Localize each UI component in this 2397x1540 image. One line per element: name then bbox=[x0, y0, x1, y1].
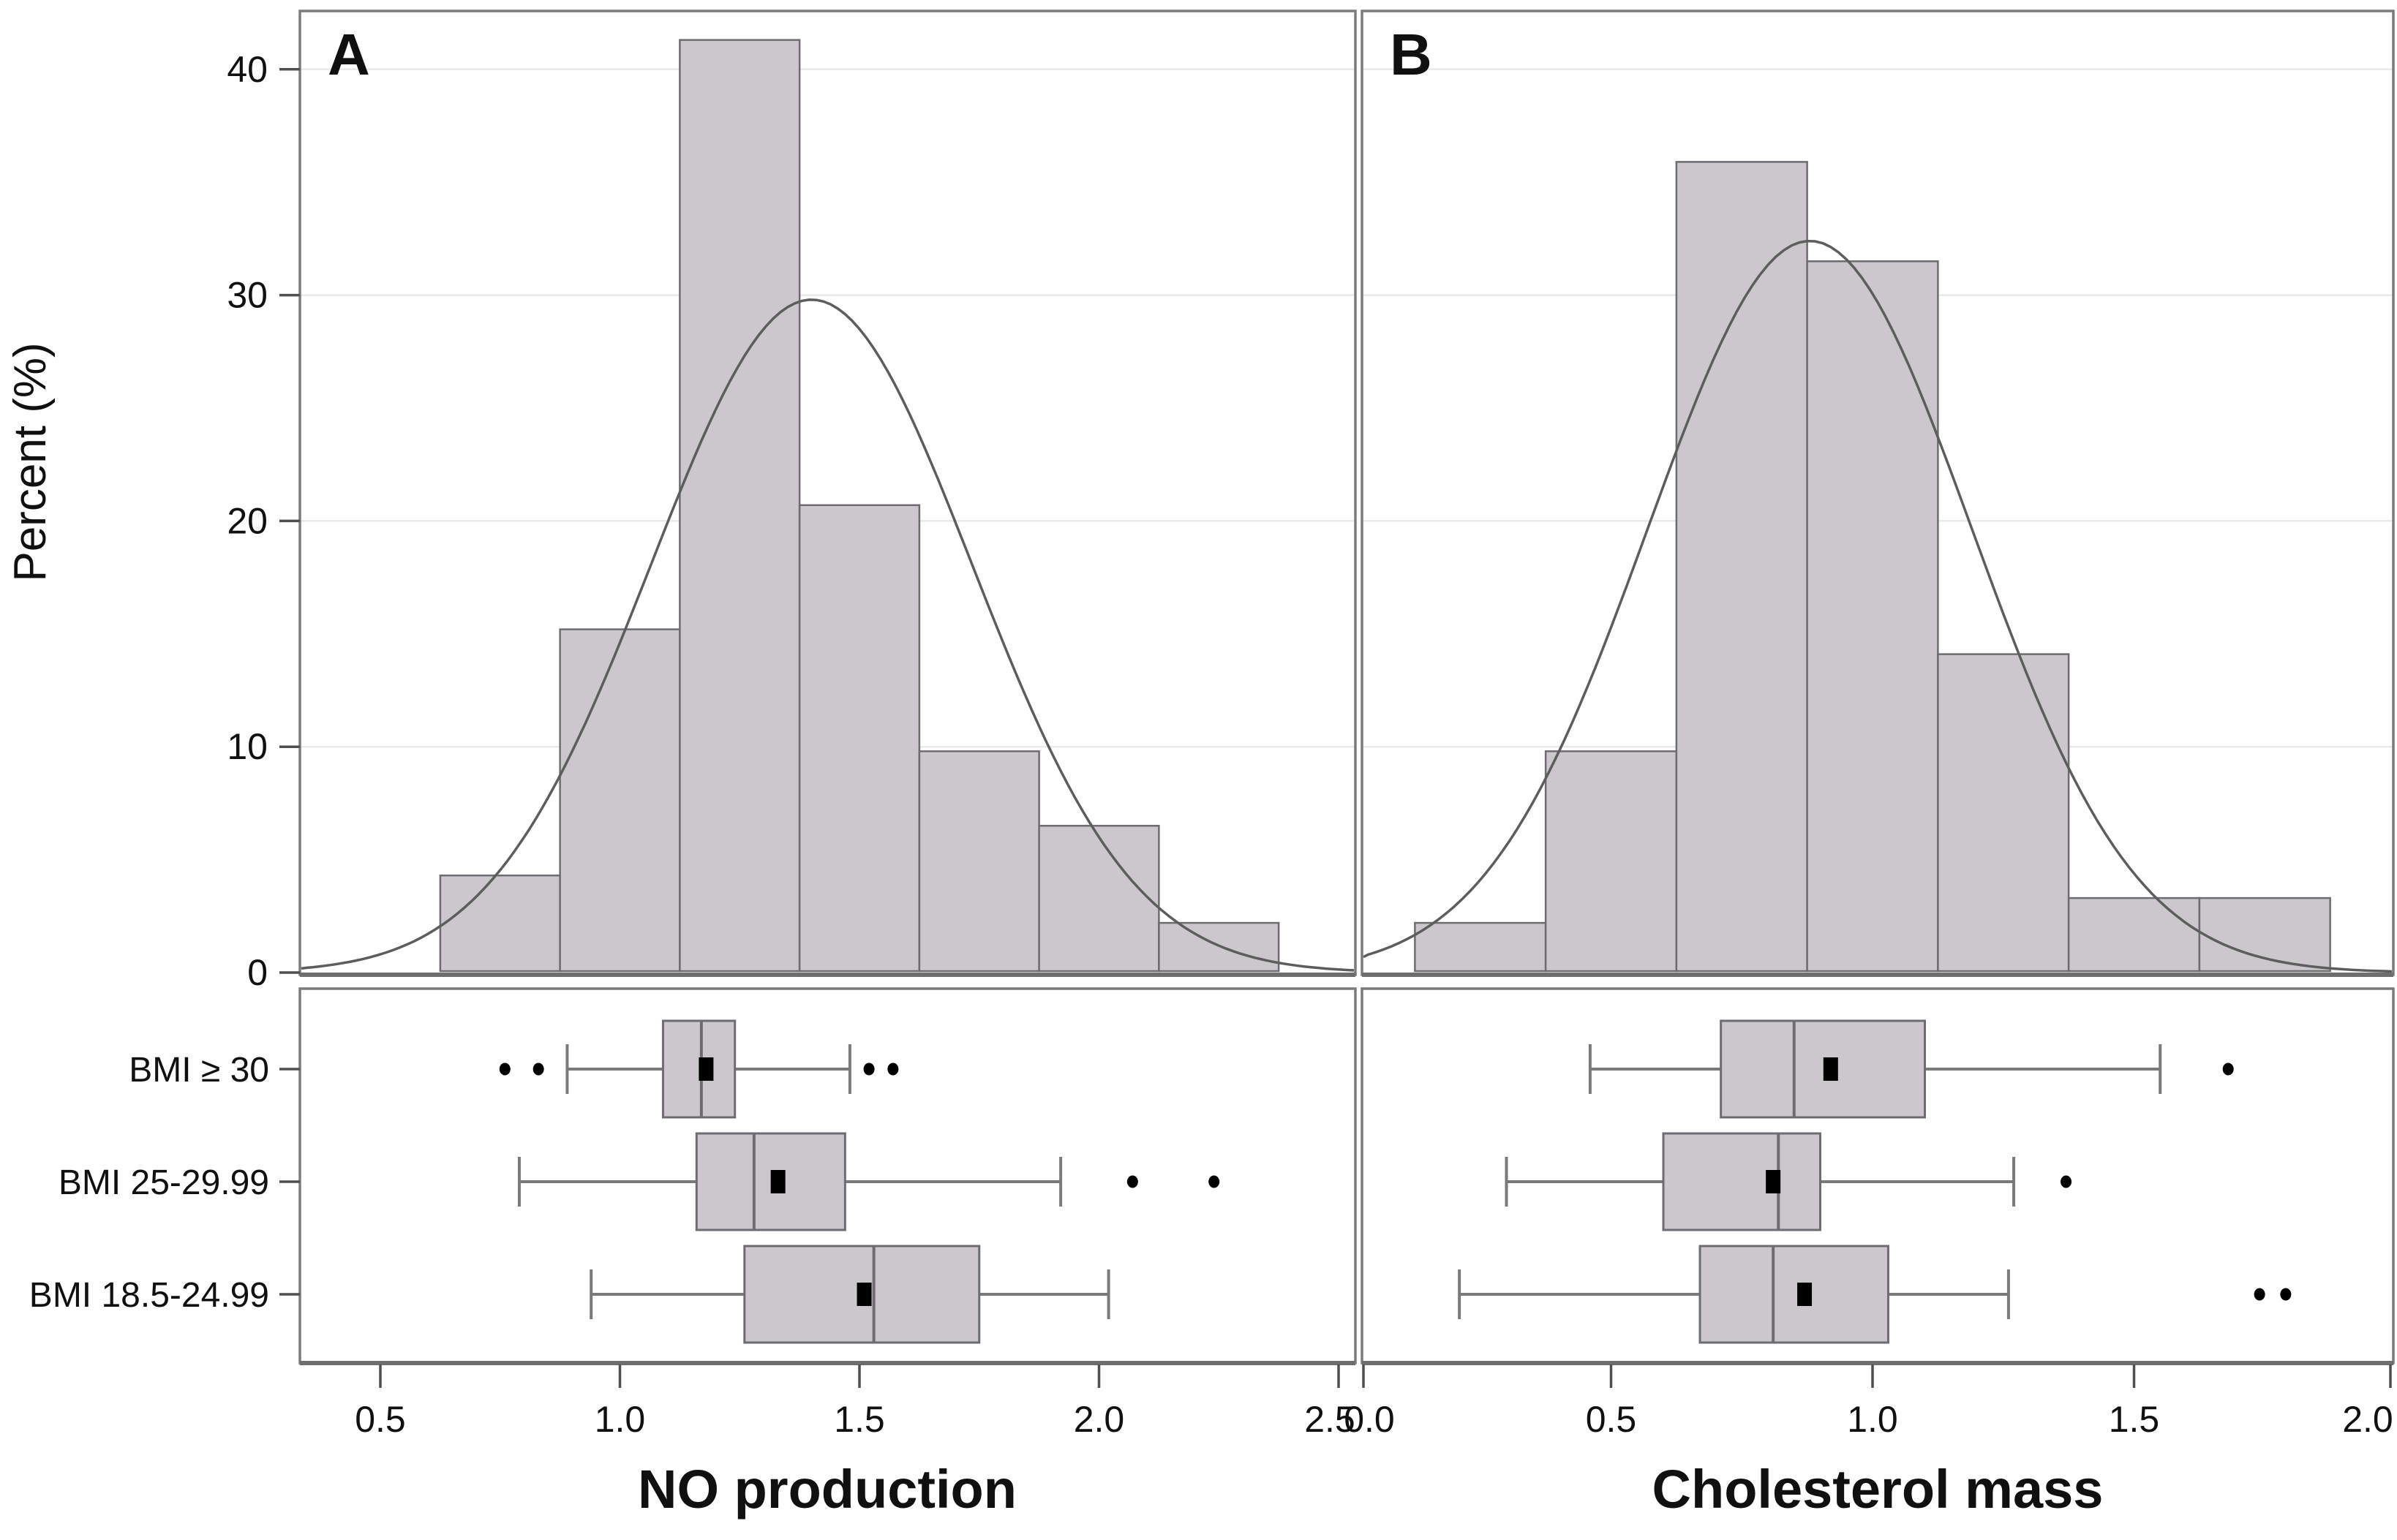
panel-letter-b: B bbox=[1390, 22, 1432, 87]
y-tick-label: 30 bbox=[227, 275, 268, 316]
histogram-bar bbox=[1675, 161, 1808, 973]
x-axis-a: 0.5 1.0 1.5 2.0 2.5 NO production bbox=[355, 1365, 1355, 1520]
y-tick-label: 10 bbox=[227, 726, 268, 767]
group-label: BMI 18.5-24.99 bbox=[29, 1276, 269, 1315]
group-label: BMI 25-29.99 bbox=[59, 1163, 269, 1202]
histogram-bar bbox=[439, 874, 561, 973]
box bbox=[1662, 1132, 1821, 1231]
x-tick-label: 0.0 bbox=[1344, 1399, 1395, 1440]
mean-marker bbox=[699, 1057, 714, 1081]
boxplot-row bbox=[590, 1245, 1110, 1344]
outlier-dot bbox=[499, 1062, 511, 1076]
boxplot-panel-b bbox=[1361, 987, 2395, 1365]
mean-marker bbox=[857, 1283, 872, 1306]
boxplot-row bbox=[1505, 1132, 2072, 1231]
outlier-dot bbox=[2061, 1175, 2072, 1188]
histogram-panel-a: A bbox=[298, 10, 1357, 977]
x-axis-title-a: NO production bbox=[638, 1459, 1017, 1520]
normal-curve bbox=[301, 298, 1355, 972]
boxplot-panel-a bbox=[298, 987, 1357, 1365]
outlier-dot bbox=[1208, 1175, 1220, 1188]
histogram-bar bbox=[918, 750, 1040, 973]
boxplot-row bbox=[499, 1019, 899, 1119]
outlier-dot bbox=[1126, 1175, 1138, 1188]
histogram-bar bbox=[2067, 897, 2201, 973]
histogram-bar bbox=[1544, 750, 1678, 973]
mean-marker bbox=[1766, 1170, 1781, 1193]
group-label: BMI ≥ 30 bbox=[129, 1051, 269, 1090]
box bbox=[1720, 1019, 1926, 1119]
panel-letter-a: A bbox=[328, 22, 370, 87]
x-tick-label: 2.5 bbox=[1304, 1399, 1355, 1440]
y-axis-title: Percent (%) bbox=[5, 342, 56, 581]
boxplot-row bbox=[1458, 1245, 2292, 1344]
outlier-dot bbox=[2254, 1288, 2265, 1301]
histogram-bar bbox=[1937, 653, 2070, 973]
x-tick-label: 1.5 bbox=[2109, 1399, 2160, 1440]
mean-marker bbox=[1797, 1283, 1813, 1306]
histogram-bar bbox=[1806, 260, 1939, 973]
outlier-dot bbox=[2280, 1288, 2292, 1301]
outlier-dot bbox=[887, 1062, 899, 1076]
x-tick-label: 2.0 bbox=[1074, 1399, 1125, 1440]
x-axis-b: 0.0 0.5 1.0 1.5 2.0 Cholesterol mass bbox=[1344, 1365, 2393, 1520]
x-tick-label: 1.0 bbox=[1847, 1399, 1898, 1440]
histogram-panel-b: B bbox=[1361, 10, 2395, 977]
group-axis: BMI ≥ 30 BMI 25-29.99 BMI 18.5-24.99 bbox=[29, 1051, 300, 1315]
x-tick-label: 0.5 bbox=[355, 1399, 406, 1440]
outlier-dot bbox=[2222, 1062, 2234, 1076]
histogram-bar bbox=[2198, 897, 2331, 973]
x-tick-label: 1.0 bbox=[595, 1399, 646, 1440]
x-tick-label: 2.0 bbox=[2342, 1399, 2393, 1440]
boxplot-row bbox=[1588, 1019, 2234, 1119]
x-tick-label: 0.5 bbox=[1586, 1399, 1637, 1440]
box bbox=[1698, 1245, 1889, 1344]
x-axis-title-b: Cholesterol mass bbox=[1652, 1459, 2104, 1520]
y-tick-label: 0 bbox=[247, 952, 268, 993]
mean-marker bbox=[1823, 1057, 1838, 1081]
outlier-dot bbox=[863, 1062, 875, 1076]
boxplot-row bbox=[517, 1132, 1220, 1231]
outlier-dot bbox=[533, 1062, 544, 1076]
y-tick-label: 20 bbox=[227, 500, 268, 541]
y-tick-label: 40 bbox=[227, 49, 268, 90]
histogram-bar bbox=[1038, 825, 1160, 973]
histogram-bar bbox=[679, 39, 801, 973]
mean-marker bbox=[770, 1170, 786, 1193]
histogram-bar bbox=[559, 628, 681, 973]
histogram-bar bbox=[798, 504, 921, 973]
normal-curve bbox=[1363, 239, 2393, 973]
histogram-bar bbox=[1414, 921, 1547, 973]
x-tick-label: 1.5 bbox=[834, 1399, 885, 1440]
y-axis: 0 10 20 30 40 Percent (%) bbox=[5, 49, 300, 993]
